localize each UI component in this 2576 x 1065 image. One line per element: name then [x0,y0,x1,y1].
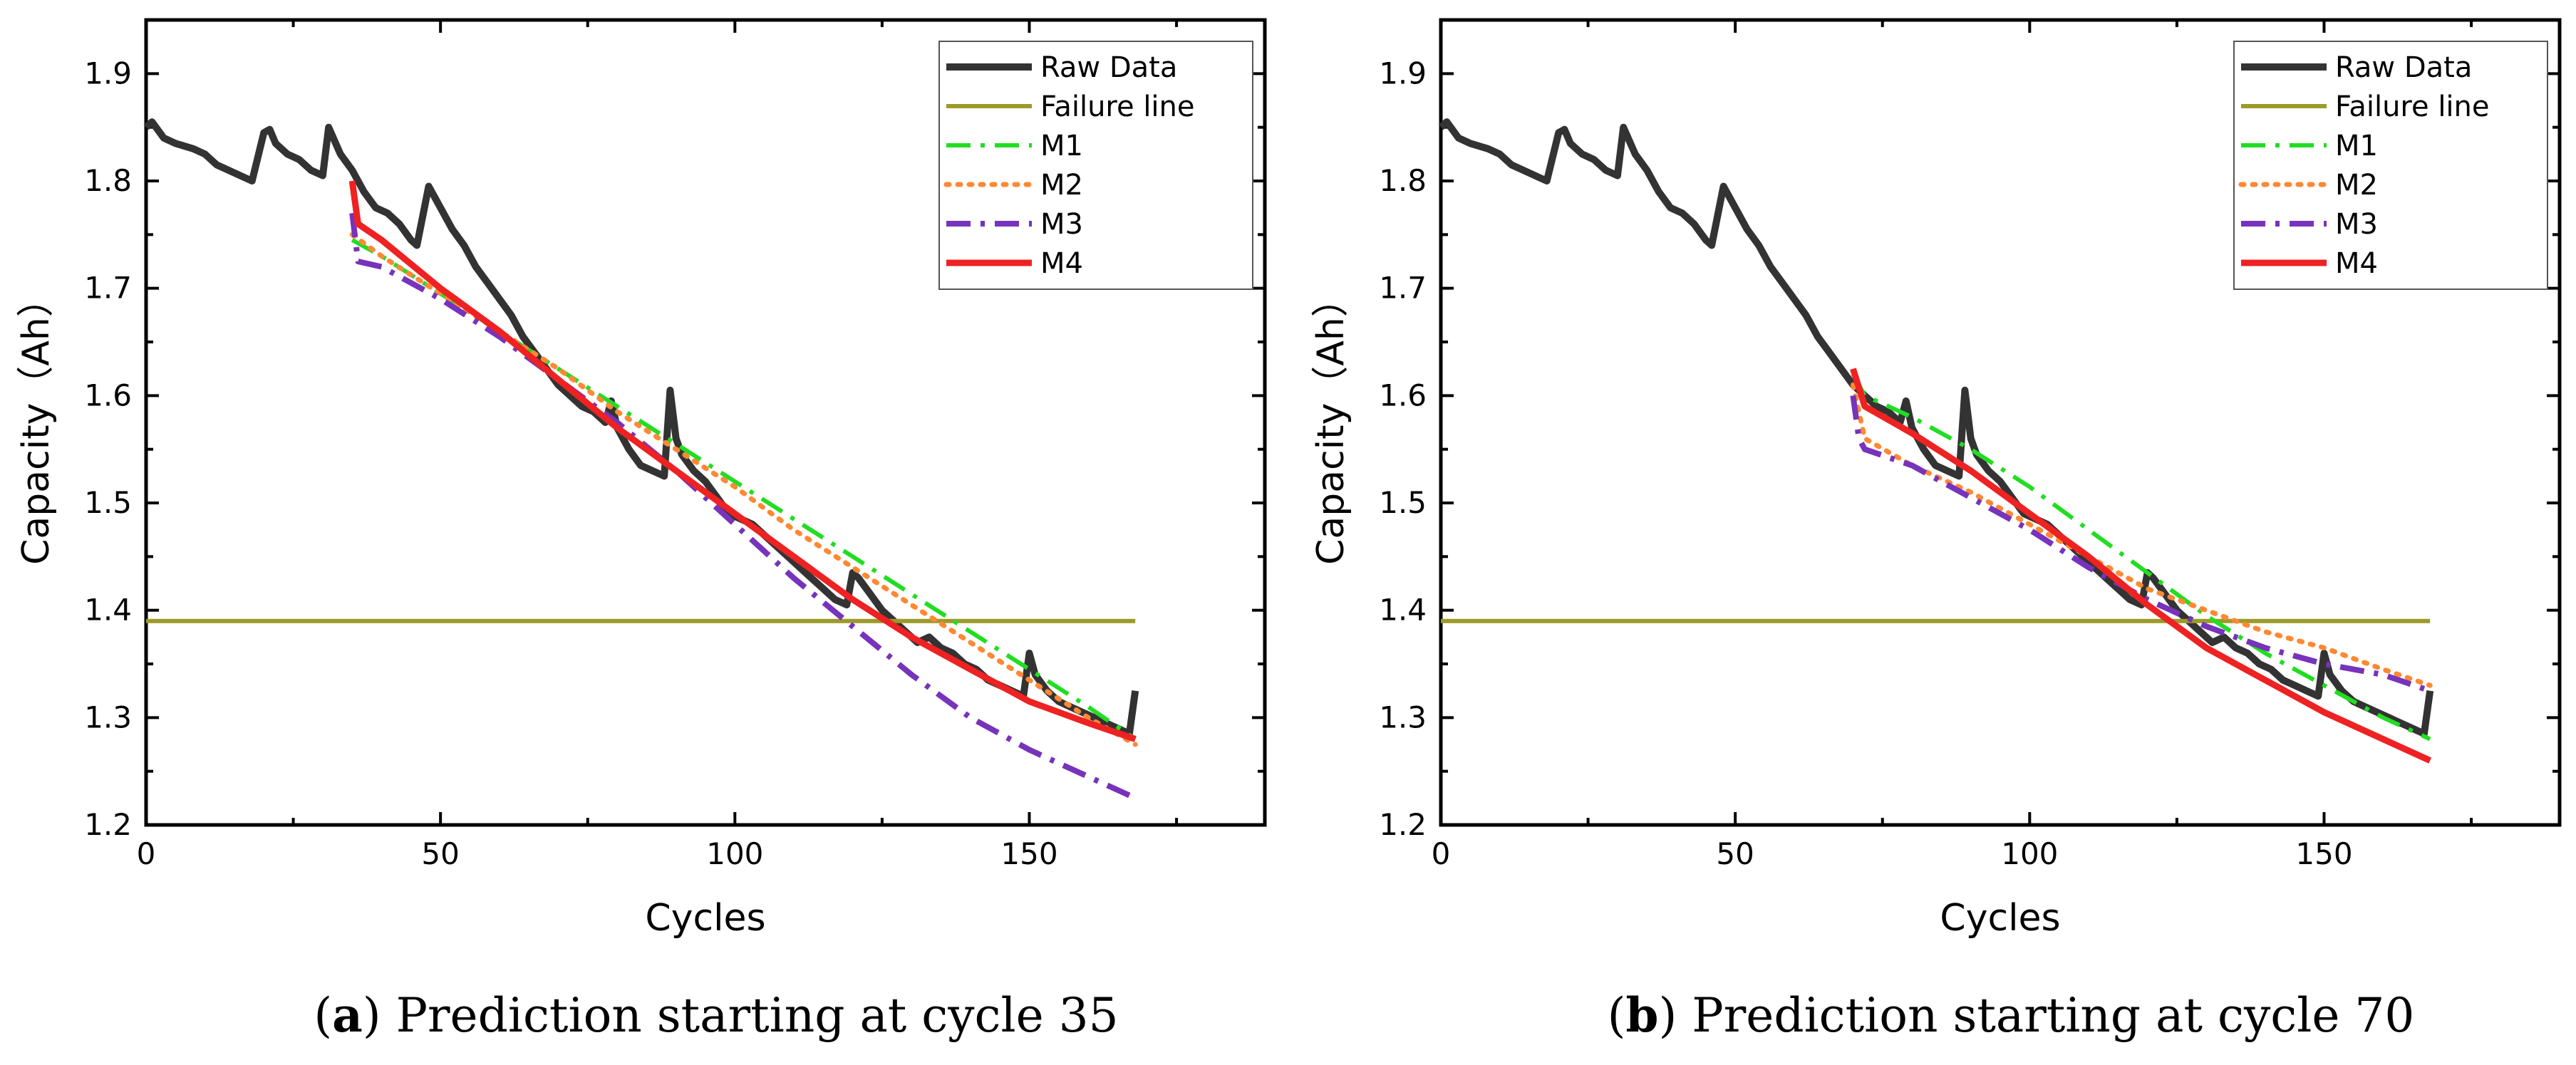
x-tick-label: 50 [1716,836,1754,871]
plot-frame [144,18,1267,827]
legend-label-m1: M1 [1040,130,1083,162]
x-tick-label: 150 [2295,836,2352,871]
x-tick-label: 100 [706,836,763,871]
caption-letter: b [1625,987,1658,1043]
y-tick-label: 1.2 [1379,807,1427,842]
y-tick-label: 1.3 [84,700,132,734]
x-tick-label: 0 [137,836,156,871]
legend-label-m3: M3 [1040,208,1083,241]
series-m1-line [351,238,1137,741]
x-axis-label: Cycles [1940,897,2060,940]
y-axis-label: Capacity（Ah） [1310,280,1352,565]
y-axis-label: Capacity（Ah） [15,280,58,565]
series-m4-line [348,180,1137,742]
y-tick-label: 1.7 [84,271,132,306]
legend-label-failure-line: Failure line [1040,90,1195,123]
y-tick-label: 1.4 [84,593,132,628]
x-tick-label: 50 [421,836,459,871]
series-m1-line [1851,373,2431,742]
caption-text: Prediction starting at cycle 70 [1692,988,2414,1043]
x-tick-label: 100 [2001,836,2058,871]
series-m2-line [1850,382,2433,688]
y-tick-label: 1.8 [1379,163,1427,198]
y-tick-label: 1.6 [84,378,132,412]
x-tick-label: 150 [1000,836,1057,871]
y-tick-label: 1.3 [1379,700,1427,734]
chart-panel-b: 0 50 100 150 1.2 1.3 1.4 1.5 1.6 1.7 1.8 1.9 Raw Da… [1310,18,2562,1043]
y-tick-label: 1.4 [1379,593,1427,628]
panel-caption: (b) Prediction starting at cycle 70 [1608,987,2415,1043]
legend-label-m4: M4 [2335,247,2378,280]
y-tick-label: 1.6 [1379,378,1427,412]
legend-label-raw-data: Raw Data [2335,51,2472,84]
x-tick-label: 0 [1432,836,1451,871]
legend-box [2233,41,2548,290]
legend-label-m4: M4 [1040,247,1083,280]
series-m3-line [349,212,1137,801]
y-tick-label: 1.9 [1379,56,1427,90]
legend-box [938,41,1253,290]
series-raw-data-line [1438,118,2434,737]
legend-label-m3: M3 [2335,208,2378,241]
legend-label-raw-data: Raw Data [1040,51,1177,84]
x-axis-label: Cycles [645,897,765,940]
y-tick-label: 1.2 [84,807,132,842]
y-tick-label: 1.5 [1379,485,1427,520]
legend-label-failure-line: Failure line [2335,90,2490,123]
y-tick-label: 1.9 [84,56,132,90]
series-m3-line [1850,395,2431,694]
caption-letter: a [332,987,363,1043]
y-tick-label: 1.8 [84,163,132,198]
legend-label-m2: M2 [2335,169,2378,202]
chart-panel-a: 0 50 100 150 1.2 1.3 1.4 1.5 1.6 1.7 1.8 1.9 Raw Da… [15,18,1267,1043]
legend-label-m1: M1 [2335,130,2378,162]
y-tick-label: 1.7 [1379,271,1427,306]
plot-frame [1439,18,2562,827]
legend-label-m2: M2 [1040,169,1083,202]
y-tick-label: 1.5 [84,485,132,520]
panel-caption: (a) Prediction starting at cycle 35 [314,987,1118,1043]
caption-text: Prediction starting at cycle 35 [396,988,1119,1043]
series-m4-line [1850,368,2432,764]
